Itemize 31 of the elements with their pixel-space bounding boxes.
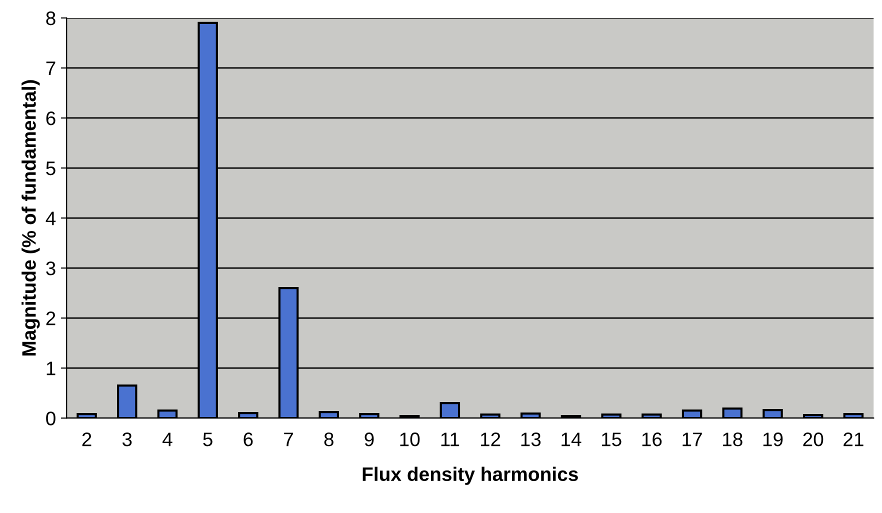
x-tick-label: 3 bbox=[122, 432, 132, 446]
x-tick-label: 18 bbox=[723, 432, 742, 446]
y-tick-label: 7 bbox=[46, 62, 56, 76]
y-tick-label: 1 bbox=[46, 362, 56, 376]
x-tick-label: 15 bbox=[602, 432, 622, 446]
y-tick-label: 6 bbox=[46, 111, 56, 126]
y-tick-label: 8 bbox=[46, 11, 56, 26]
x-tick-label: 16 bbox=[642, 432, 662, 446]
x-tick-label: 8 bbox=[324, 432, 334, 446]
x-axis-title: Flux density harmonics bbox=[362, 466, 578, 485]
x-tick-label: 19 bbox=[763, 432, 783, 446]
x-tick-label: 5 bbox=[203, 432, 212, 446]
y-tick-label: 3 bbox=[46, 262, 56, 276]
x-tick-label: 10 bbox=[400, 432, 420, 446]
x-tick-label: 14 bbox=[562, 432, 582, 446]
x-tick-label: 12 bbox=[480, 432, 500, 446]
y-tick-label: 5 bbox=[46, 162, 56, 176]
x-tick-label: 9 bbox=[364, 432, 374, 446]
y-tick-label: 2 bbox=[46, 312, 56, 326]
x-tick-label: 7 bbox=[284, 432, 293, 446]
x-tick-label: 11 bbox=[441, 432, 460, 446]
x-tick-label: 6 bbox=[244, 432, 253, 446]
x-tick-label: 4 bbox=[162, 432, 172, 446]
y-axis-title: Magnitude (% of fundamental) bbox=[22, 80, 40, 356]
x-tick-label: 13 bbox=[521, 432, 541, 446]
x-tick-label: 21 bbox=[844, 432, 864, 446]
x-tick-label: 2 bbox=[82, 432, 92, 446]
y-tick-label: 4 bbox=[46, 212, 56, 226]
x-tick-label: 17 bbox=[682, 432, 702, 446]
y-tick-label: 0 bbox=[46, 412, 56, 426]
x-tick-label: 20 bbox=[803, 432, 824, 446]
